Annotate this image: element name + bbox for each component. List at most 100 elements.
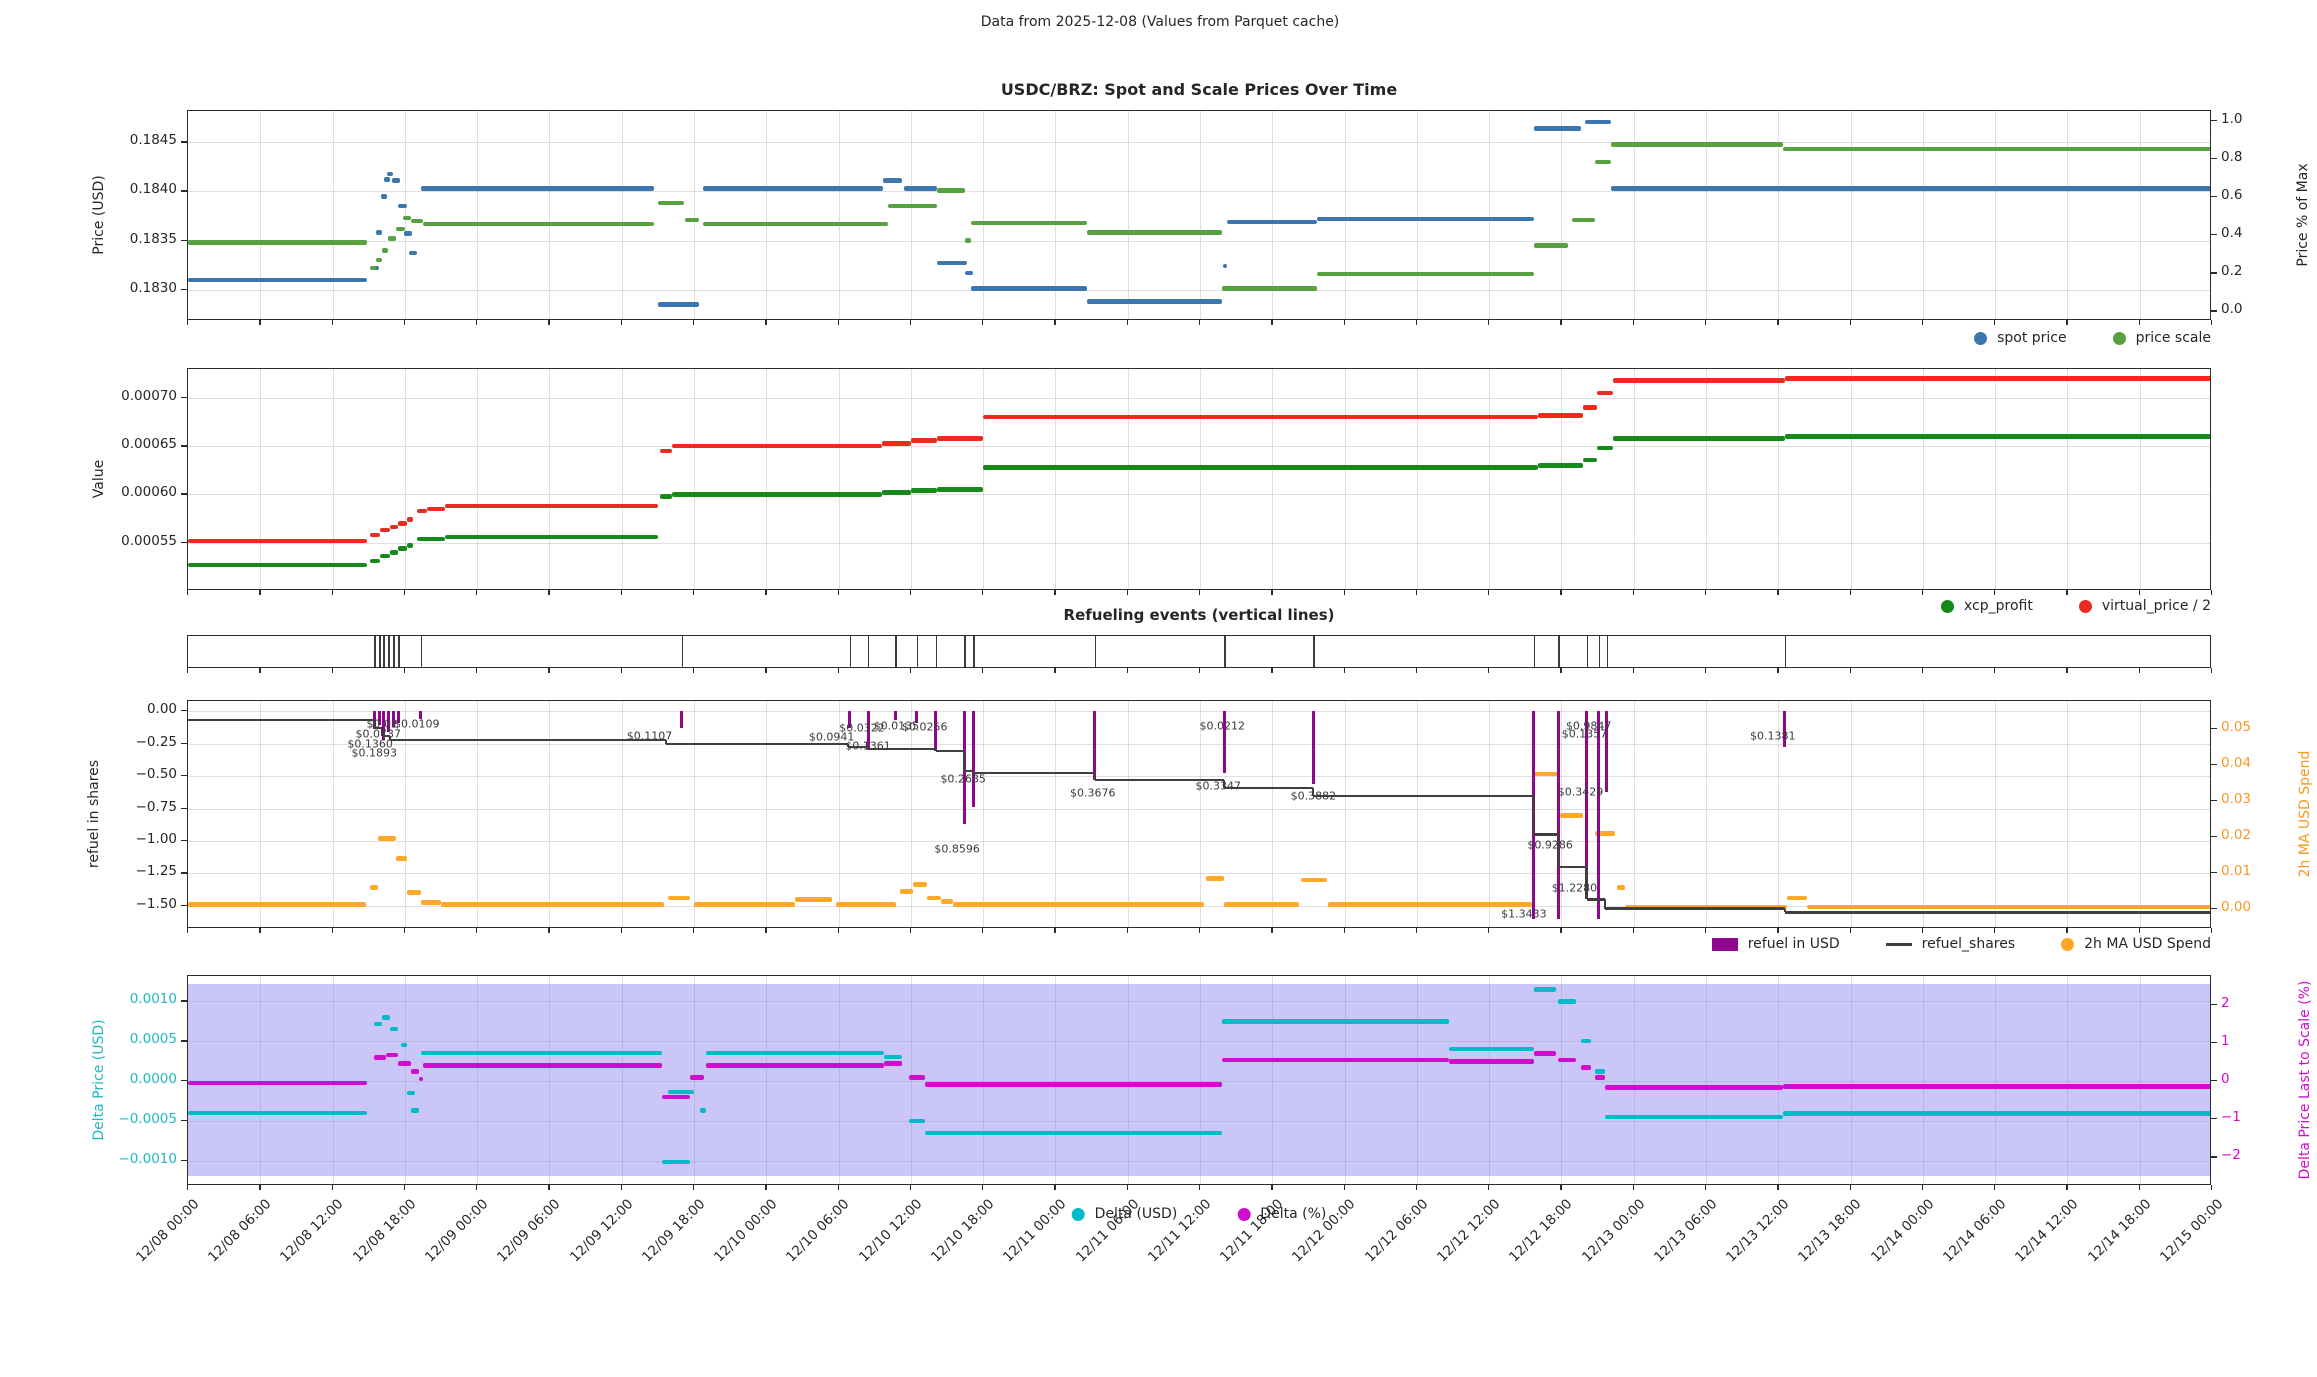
step-horizontal	[374, 726, 383, 729]
gridline-vertical	[1850, 369, 1852, 589]
refuel-usd-annotation: $0.9847	[1565, 719, 1612, 733]
y-tick-mark-right	[2211, 764, 2217, 766]
gridline-vertical	[621, 111, 623, 319]
data-segment	[1224, 902, 1300, 907]
data-segment	[390, 525, 399, 530]
refuel-usd-annotation: $1.2280	[1551, 881, 1598, 895]
gridline-vertical	[1344, 111, 1346, 319]
x-tick-mark	[909, 590, 912, 595]
data-segment	[370, 558, 381, 564]
gridline-vertical	[983, 701, 985, 927]
axis-label-2h-ma-usd-spend: 2h MA USD Spend	[2297, 750, 2313, 878]
data-segment	[1086, 299, 1223, 304]
legend-swatch-dot	[1941, 599, 1955, 613]
data-segment	[398, 1061, 411, 1067]
data-segment	[1782, 147, 2210, 152]
x-tick-mark	[1199, 1185, 1201, 1190]
data-segment	[884, 1054, 903, 1060]
refuel-usd-annotation: $0.3347	[1195, 779, 1241, 793]
data-segment	[1558, 1057, 1577, 1063]
gridline-vertical	[694, 111, 695, 319]
x-tick-mark	[403, 668, 406, 673]
x-tick-mark	[1705, 320, 1707, 325]
gridline-vertical	[404, 111, 406, 319]
x-tick-mark	[1560, 590, 1562, 595]
gridline-vertical	[1127, 111, 1129, 319]
axis-label-price-pct-max: Price % of Max	[2295, 163, 2311, 267]
x-tick-mark	[1054, 320, 1056, 325]
refuel-event-line	[398, 636, 400, 667]
x-tick-mark	[1488, 928, 1490, 933]
x-tick-mark	[1271, 1185, 1273, 1190]
x-tick-mark	[620, 1185, 622, 1190]
x-tick-mark	[1632, 1185, 1634, 1190]
x-tick-mark	[1849, 1185, 1851, 1190]
gridline-vertical	[1344, 701, 1346, 927]
x-tick-mark	[1632, 668, 1634, 673]
gridline-vertical	[1778, 976, 1780, 1184]
x-tick-mark	[1994, 320, 1996, 325]
data-segment	[1616, 884, 1626, 890]
refuel-event-line	[1606, 636, 1609, 667]
data-segment	[1625, 904, 1787, 910]
x-tick-mark	[1343, 668, 1345, 673]
legend-item-2h-ma-usd-spend: 2h MA USD Spend	[2061, 936, 2211, 952]
step-vertical	[1312, 787, 1315, 797]
axis-label-value: Value	[91, 459, 107, 499]
y-tick-mark-right	[2211, 871, 2217, 874]
data-segment	[965, 238, 972, 243]
x-tick-mark	[1054, 668, 1056, 673]
step-vertical	[1557, 834, 1560, 867]
x-tick-mark	[1560, 320, 1562, 325]
gridline-vertical	[2139, 976, 2141, 1184]
gridline-vertical	[766, 701, 768, 927]
step-vertical	[373, 720, 376, 728]
x-tick-mark	[1994, 928, 1996, 933]
data-segment	[1533, 126, 1581, 131]
data-segment	[188, 562, 368, 568]
gridline-vertical	[260, 111, 262, 319]
step-horizontal	[1094, 778, 1225, 781]
axis-label-delta-price-usd: Delta Price (USD)	[91, 1019, 107, 1141]
data-segment	[403, 231, 412, 236]
data-segment	[667, 1089, 694, 1095]
data-segment	[883, 178, 903, 183]
data-segment	[370, 532, 381, 538]
data-segment	[1222, 286, 1318, 291]
x-tick-mark	[765, 320, 767, 325]
x-tick-mark	[1849, 668, 1851, 673]
gridline-horizontal	[188, 711, 2210, 712]
x-tick-mark	[1849, 928, 1851, 933]
x-tick-mark	[2211, 668, 2213, 673]
refuel-usd-annotation: $0.0135	[873, 719, 920, 733]
x-tick-mark	[982, 590, 984, 595]
gridline-vertical	[1489, 701, 1491, 927]
refuel-usd-vline	[1556, 711, 1560, 919]
data-segment	[410, 218, 423, 224]
x-tick-mark	[1994, 1185, 1996, 1190]
gridline-vertical	[1995, 111, 1997, 319]
gridline-vertical	[1706, 369, 1707, 589]
refuel-event-line	[964, 636, 966, 667]
data-segment	[936, 260, 968, 266]
data-segment	[936, 436, 984, 441]
data-segment	[1582, 457, 1597, 462]
x-tick-mark	[909, 320, 912, 325]
data-segment	[700, 1108, 707, 1113]
legend-delta: Delta (USD) Delta (%)	[1071, 1206, 1326, 1222]
data-segment	[188, 538, 368, 543]
refuel-event-line	[1094, 636, 1097, 667]
x-tick-mark	[837, 668, 839, 673]
refuel-event-line	[379, 636, 381, 667]
gridline-vertical	[621, 369, 623, 589]
data-segment	[370, 884, 379, 890]
x-tick-label: 12/12 06:00	[1361, 1196, 1432, 1266]
data-segment	[908, 1118, 925, 1123]
gridline-vertical	[1922, 111, 1924, 319]
data-segment	[1206, 875, 1225, 881]
x-tick-mark	[1560, 928, 1562, 933]
gridline-vertical	[2139, 111, 2141, 319]
data-segment	[659, 448, 672, 454]
y-tick-label: −1.00	[135, 830, 177, 847]
